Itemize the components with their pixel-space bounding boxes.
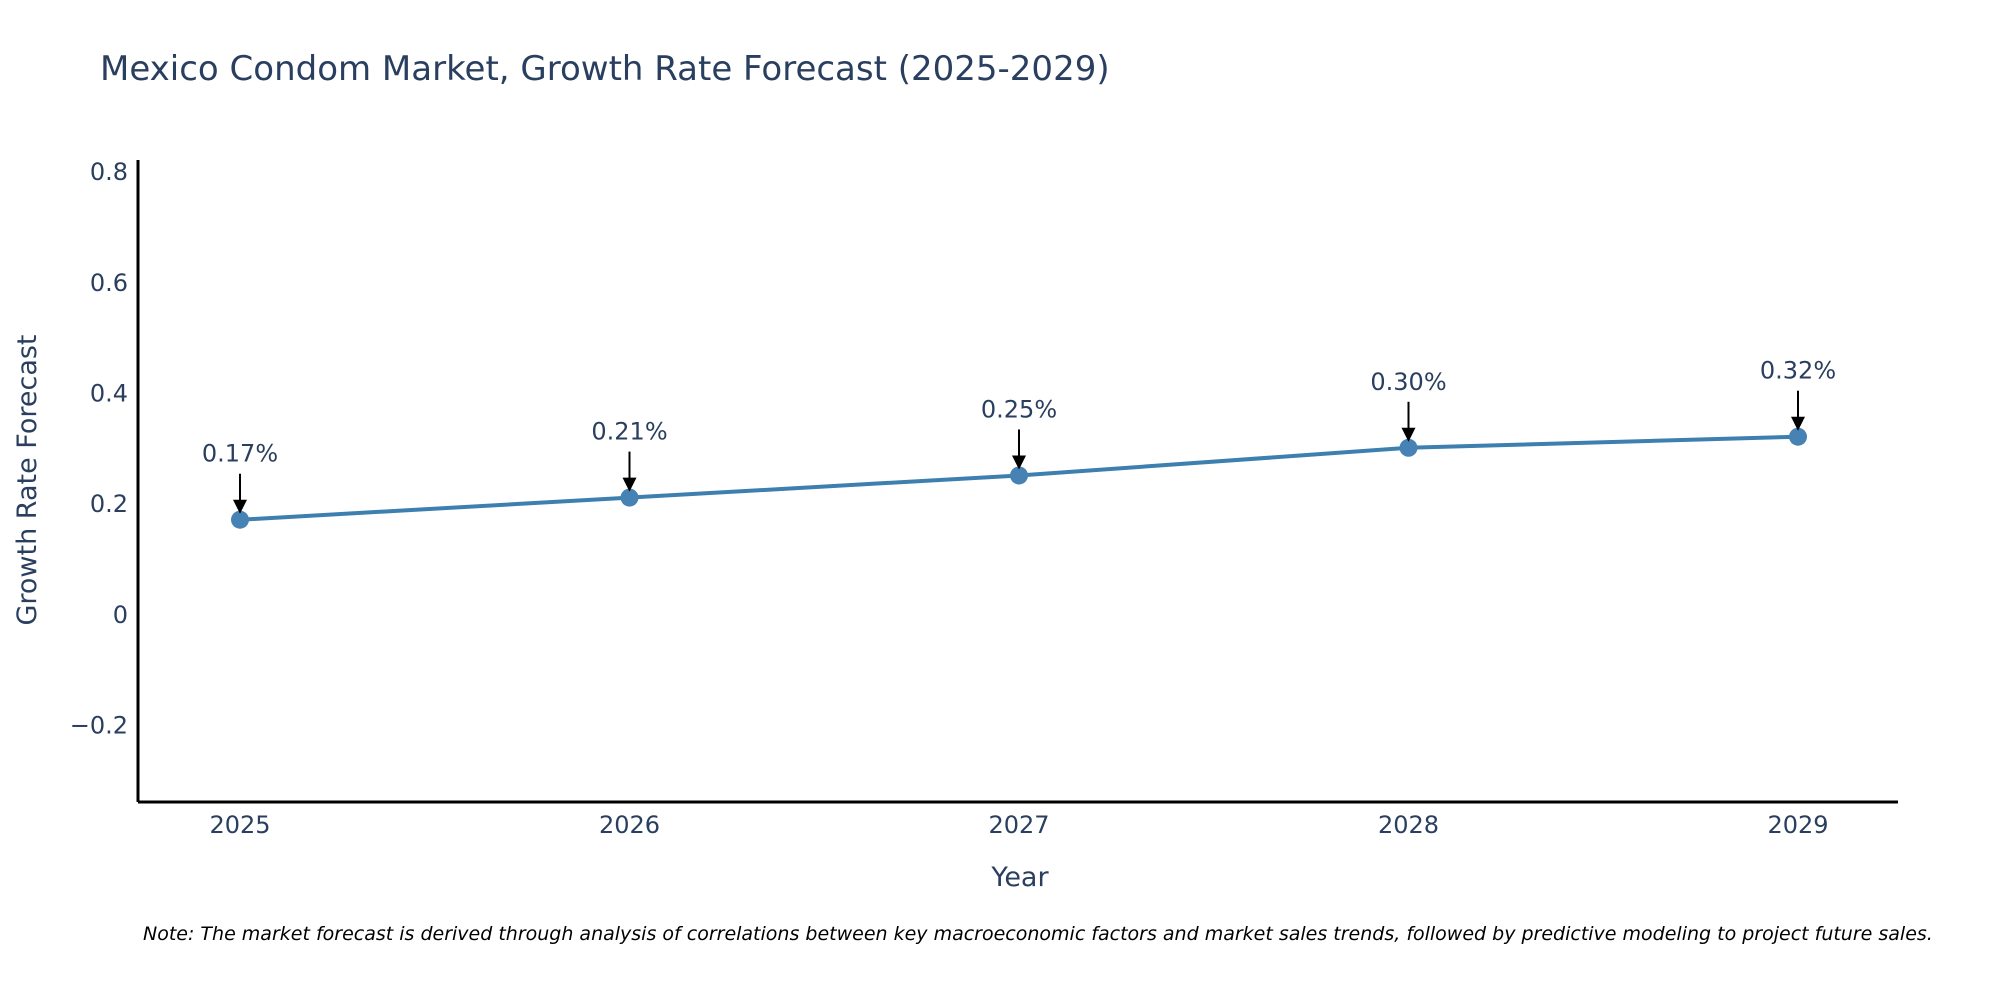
y-tick-label: 0.2 [90, 490, 128, 518]
chart-note: Note: The market forecast is derived thr… [143, 923, 1933, 945]
data-point[interactable] [620, 488, 639, 507]
x-tick-label: 2027 [988, 811, 1049, 839]
annotation-arrow-head [1012, 455, 1026, 470]
annotation-arrow-head [1401, 427, 1416, 442]
series-growth-rate [231, 427, 1807, 529]
chart-title: Mexico Condom Market, Growth Rate Foreca… [100, 49, 1110, 89]
annotation-arrow-head [233, 499, 247, 514]
y-axis-title: Growth Rate Forecast [12, 334, 43, 625]
x-tick-label: 2028 [1378, 811, 1439, 839]
y-tick-label: −0.2 [70, 712, 128, 740]
y-tick-label: 0.6 [90, 269, 128, 297]
data-label: 0.30% [1370, 368, 1446, 396]
data-label: 0.32% [1760, 357, 1836, 385]
data-label: 0.21% [591, 418, 667, 446]
data-point[interactable] [1789, 427, 1807, 446]
data-label-annotations: 0.17% 0.21% 0.25% 0.30% 0.32% [202, 357, 1836, 514]
annotation-arrow-head [1791, 416, 1805, 431]
x-axis-ticks: 2025 2026 2027 2028 2029 [209, 811, 1828, 839]
data-point[interactable] [1399, 438, 1418, 457]
x-tick-label: 2029 [1767, 811, 1828, 839]
annotation-arrow-head [622, 477, 637, 492]
data-label: 0.25% [981, 395, 1057, 423]
data-label: 0.17% [202, 440, 278, 468]
y-tick-label: 0.8 [90, 158, 128, 186]
y-tick-label: 0.4 [90, 379, 128, 407]
data-point[interactable] [231, 510, 249, 529]
data-point[interactable] [1010, 466, 1028, 485]
y-tick-label: 0 [113, 601, 128, 629]
y-axis-ticks: −0.2 0 0.2 0.4 0.6 0.8 [70, 158, 128, 739]
x-tick-label: 2026 [599, 811, 660, 839]
x-axis-title: Year [990, 862, 1049, 893]
x-tick-label: 2025 [209, 811, 270, 839]
